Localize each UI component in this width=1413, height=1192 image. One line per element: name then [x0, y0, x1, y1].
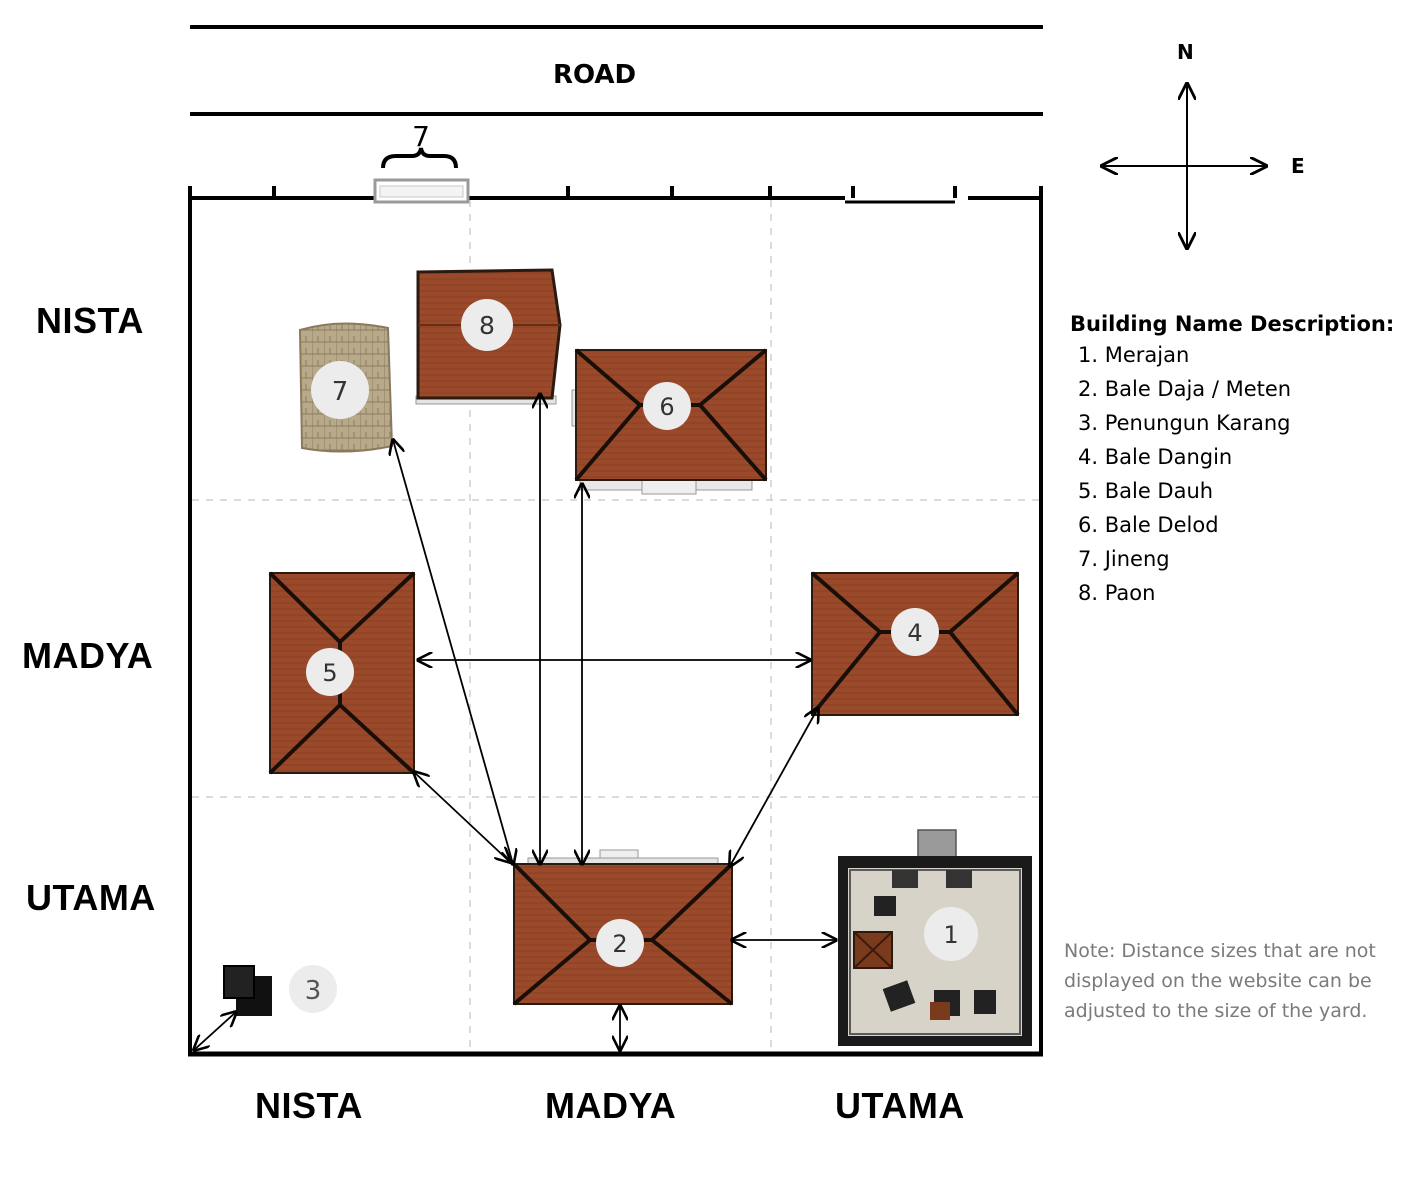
distance-arrows	[194, 394, 836, 1050]
legend-item: 8. Paon	[1078, 581, 1156, 605]
building-badge: 3	[305, 976, 322, 1006]
building-badge: 1	[943, 921, 958, 949]
compass-east-label: E	[1291, 154, 1305, 178]
building-badge: 5	[322, 659, 337, 687]
gate-label: 7	[412, 120, 430, 153]
building-badge: 2	[612, 930, 627, 958]
col-label-utama: UTAMA	[835, 1085, 965, 1126]
building-bale-dauh: 5	[268, 571, 416, 775]
legend: Building Name Description: 1. Merajan 2.…	[1070, 312, 1394, 610]
legend-item: 5. Bale Dauh	[1078, 479, 1214, 503]
gate	[373, 178, 470, 204]
legend-item: 1. Merajan	[1078, 343, 1190, 367]
legend-item: 2. Bale Daja / Meten	[1078, 377, 1292, 401]
building-bale-delod: 6	[571, 348, 768, 495]
legend-title: Building Name Description:	[1070, 312, 1395, 336]
building-merajan: 1	[838, 829, 1032, 1046]
row-label-madya: MADYA	[22, 635, 154, 676]
building-jineng: 7	[298, 322, 394, 453]
building-bale-dangin: 4	[810, 571, 1020, 717]
yard-boundary	[188, 186, 1043, 1057]
building-badge: 4	[907, 619, 922, 647]
legend-item: 6. Bale Delod	[1078, 513, 1219, 537]
legend-item: 3. Penungun Karang	[1078, 411, 1291, 435]
building-bale-daja: 2	[512, 849, 734, 1006]
row-label-nista: NISTA	[36, 300, 144, 341]
col-label-nista: NISTA	[255, 1085, 363, 1126]
gate-brace	[381, 147, 458, 169]
legend-item: 7. Jineng	[1078, 547, 1170, 571]
building-badge: 8	[479, 311, 495, 340]
compass-north-label: N	[1177, 40, 1194, 64]
building-badge: 6	[659, 393, 674, 421]
legend-item: 4. Bale Dangin	[1078, 445, 1233, 469]
building-badge: 7	[332, 377, 349, 407]
col-label-madya: MADYA	[545, 1085, 677, 1126]
building-penunggun-karang: 3	[223, 965, 337, 1016]
row-label-utama: UTAMA	[26, 877, 156, 918]
road-label: ROAD	[553, 60, 637, 90]
building-paon: 8	[415, 268, 562, 405]
legend-list: 1. Merajan 2. Bale Daja / Meten 3. Penun…	[1078, 338, 1394, 610]
compass-rose	[1102, 84, 1266, 248]
note-text: Note: Distance sizes that are not displa…	[1064, 940, 1376, 1022]
